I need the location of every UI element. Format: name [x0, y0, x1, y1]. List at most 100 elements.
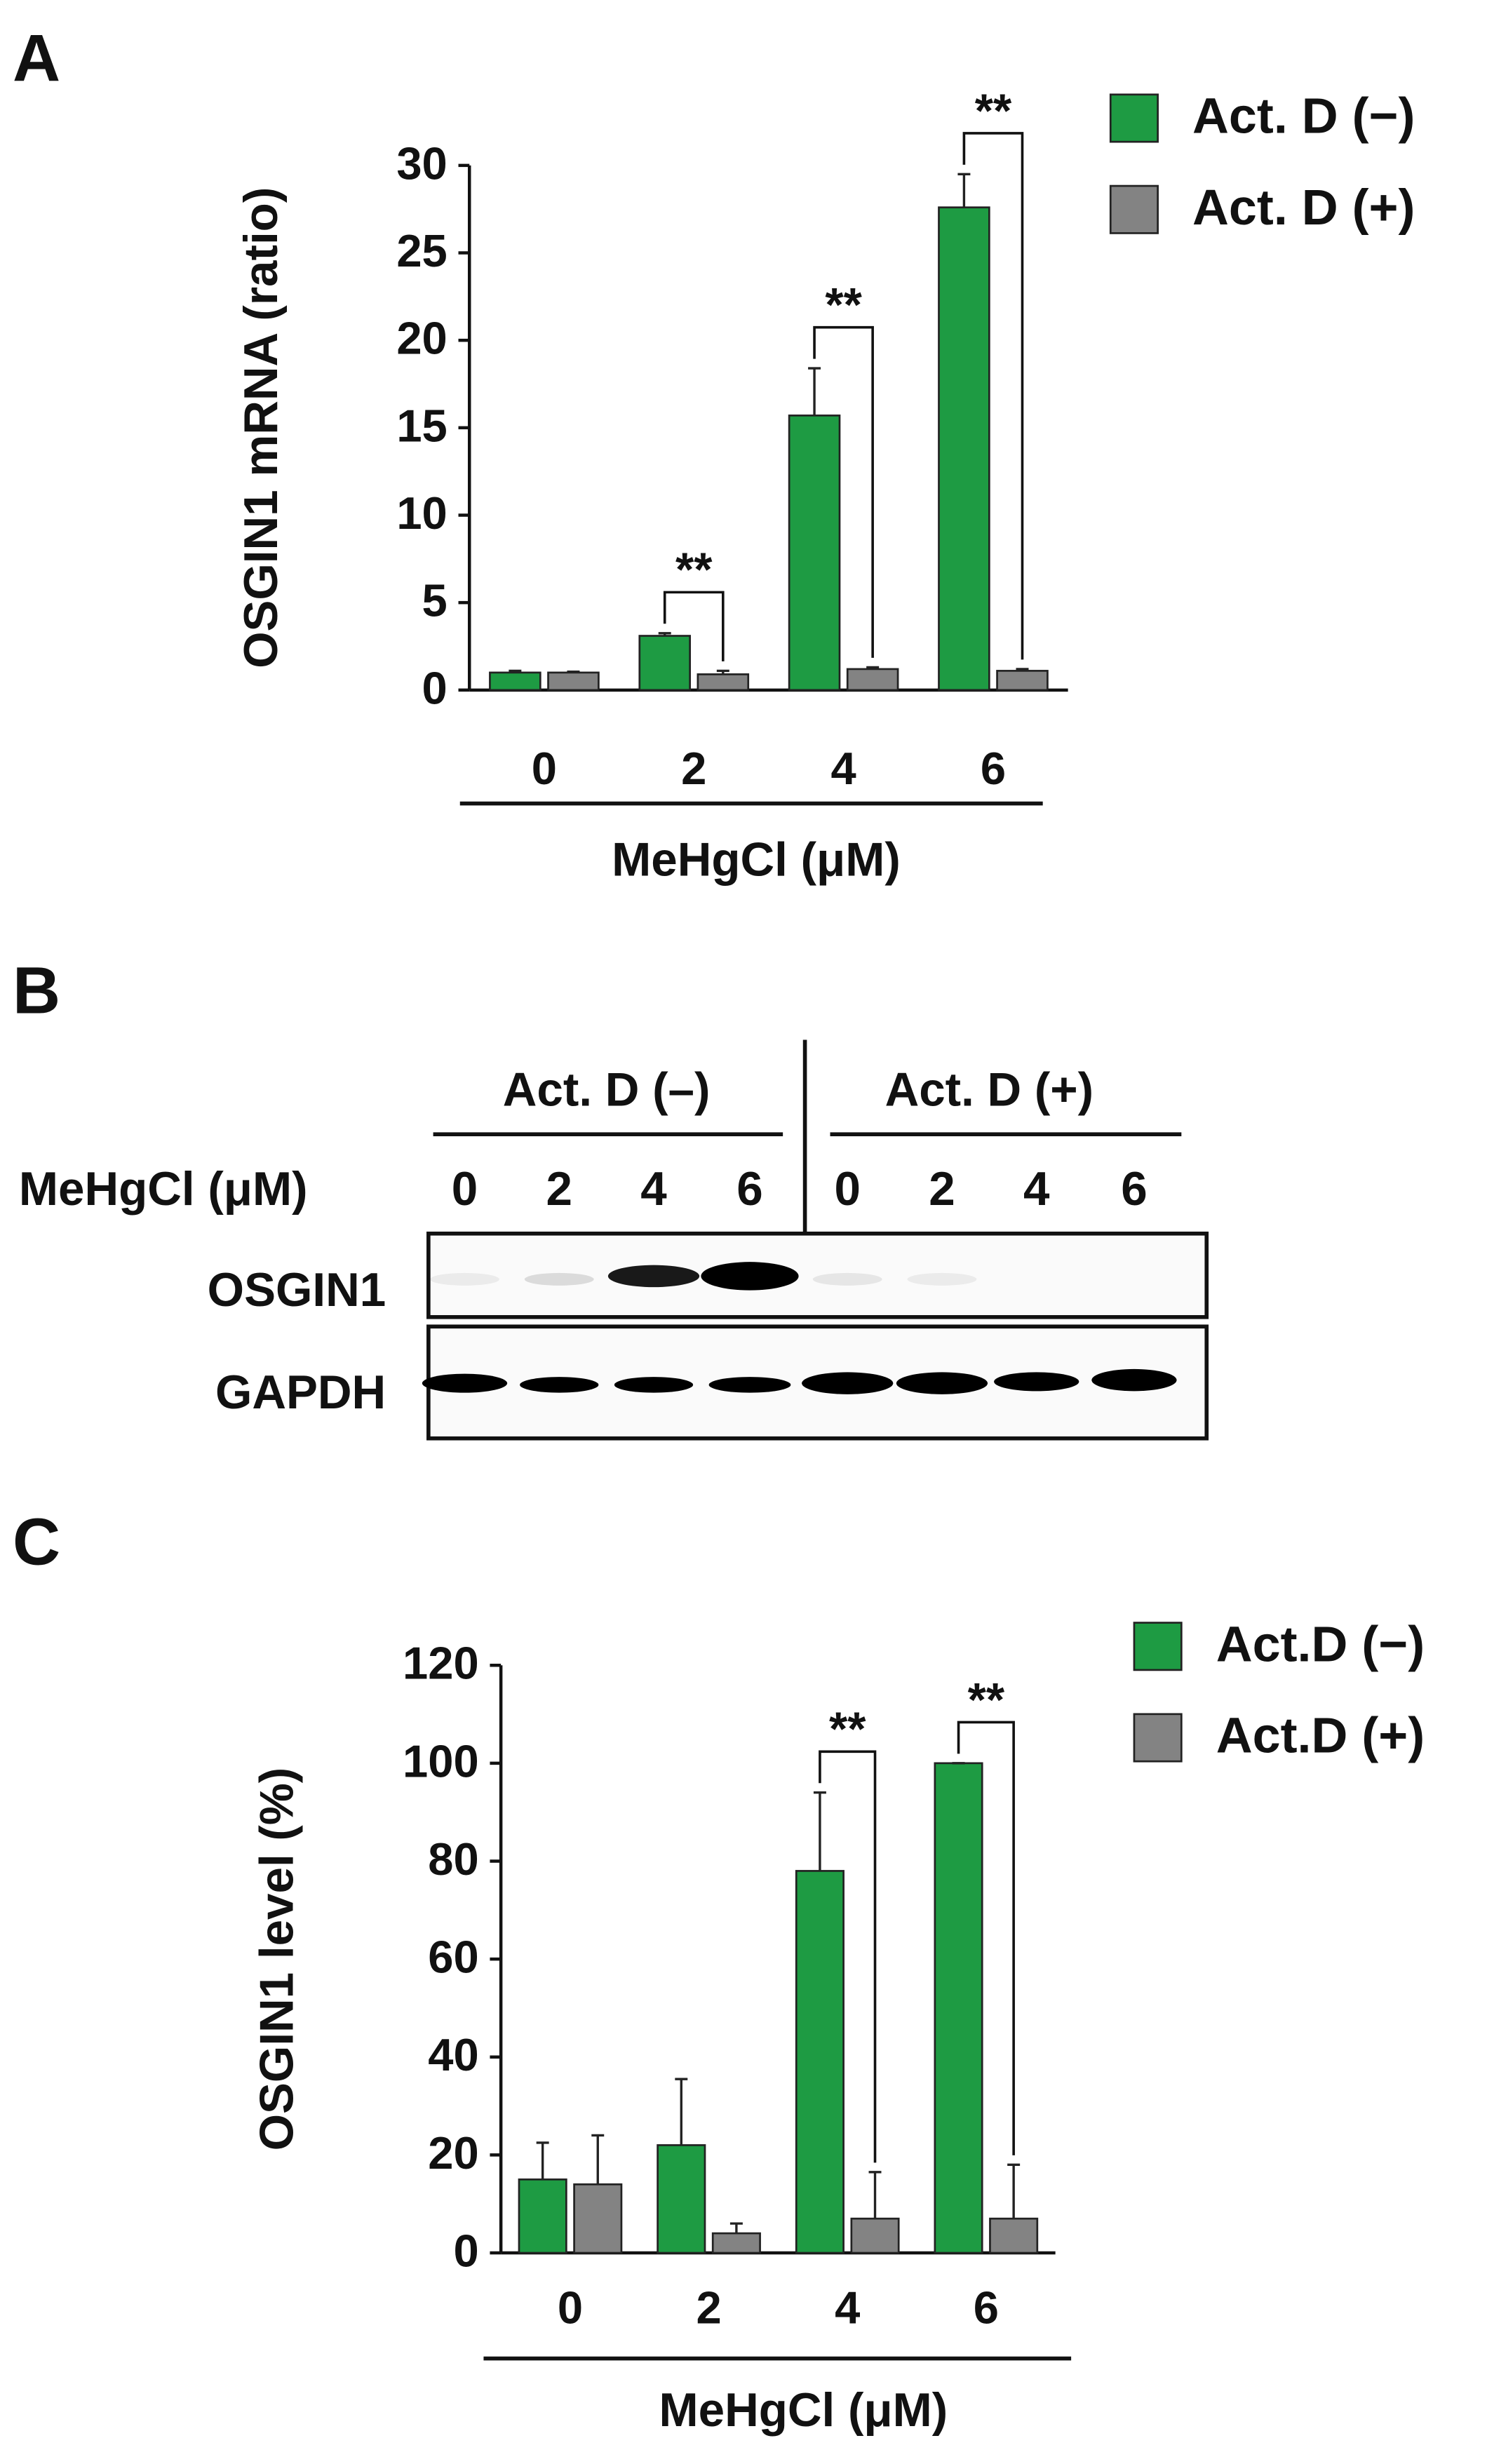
band — [520, 1377, 599, 1393]
bar — [711, 2232, 761, 2254]
blot-panel: B Act. D (–) Act. D (+) MeHgCl (μM) 0 2 … — [13, 953, 1209, 1441]
significance-label: ** — [968, 1674, 1005, 1726]
error-bar — [1007, 2163, 1021, 2219]
band — [607, 1265, 700, 1288]
bar-chart: A 0 5 10 15 20 25 30 OSGIN1 mRNA (ratio) 0 2 ** 4 ** 6… — [13, 21, 1415, 887]
band — [896, 1372, 988, 1394]
legend-label: Act.D (−) — [1216, 1616, 1425, 1672]
y-tick-label: 20 — [428, 2127, 478, 2179]
significance-bracket — [813, 325, 874, 658]
x-tick-label: 4 — [830, 743, 856, 794]
band — [802, 1372, 894, 1394]
y-tick-label: 80 — [428, 1833, 478, 1885]
y-tick-label: 15 — [396, 400, 447, 451]
error-bar — [675, 2078, 688, 2146]
y-tick-label: 60 — [428, 1932, 478, 1983]
legend-swatch — [1133, 1622, 1183, 1671]
error-bar — [957, 173, 971, 208]
osgin1-bands — [430, 1262, 977, 1291]
y-tick-label: 30 — [396, 137, 447, 189]
legend-swatch — [1109, 93, 1159, 143]
y-tick-label: 5 — [422, 575, 448, 626]
bar — [934, 1762, 983, 2254]
error-bar — [567, 670, 580, 673]
bar-chart: C 0 20 40 60 80 100 120 OSGIN1 level (%) 0 2 4 ** 6 **… — [13, 1505, 1425, 2437]
bar — [989, 2217, 1039, 2254]
significance-bracket — [663, 591, 725, 661]
bar — [850, 2217, 900, 2254]
x-tick-label: 2 — [696, 2282, 721, 2333]
legend-label: Act. D (−) — [1192, 88, 1415, 144]
group-label: Act. D (–) — [503, 1064, 711, 1117]
error-bar — [716, 669, 729, 675]
significance-label: ** — [675, 544, 713, 596]
row-label: MeHgCl (μM) — [19, 1163, 308, 1216]
bar — [547, 671, 600, 692]
significance-bracket — [962, 132, 1024, 660]
band — [524, 1272, 594, 1286]
blot-box — [426, 1231, 1209, 1319]
bar — [573, 2183, 623, 2254]
bar — [697, 673, 750, 692]
lane-label: 4 — [640, 1163, 667, 1216]
panel-label: B — [13, 953, 60, 1027]
lane-label: 6 — [1121, 1163, 1147, 1216]
y-tick-label: 10 — [396, 487, 447, 539]
x-tick-label: 2 — [681, 743, 706, 794]
band — [422, 1373, 508, 1393]
bar — [518, 2178, 567, 2254]
y-tick-label: 100 — [403, 1735, 479, 1786]
lane-label: 6 — [736, 1163, 762, 1216]
error-bar — [868, 2171, 882, 2219]
x-tick-label: 4 — [835, 2282, 860, 2333]
lane-label: 0 — [452, 1163, 478, 1216]
band-label: OSGIN1 — [208, 1264, 386, 1317]
bar — [795, 1870, 845, 2254]
legend-label: Act. D (+) — [1192, 180, 1415, 236]
lane-label: 4 — [1023, 1163, 1050, 1216]
bar — [638, 635, 691, 692]
panel-label: C — [13, 1505, 60, 1579]
error-bar — [509, 669, 522, 673]
x-tick-label: 0 — [558, 2282, 583, 2333]
bar — [938, 206, 990, 692]
band — [614, 1377, 694, 1393]
significance-label: ** — [975, 85, 1012, 137]
legend-swatch — [1133, 1713, 1183, 1763]
band — [1091, 1368, 1177, 1392]
band — [430, 1272, 499, 1286]
band — [812, 1272, 882, 1286]
lane-label: 2 — [546, 1163, 572, 1216]
bar — [489, 671, 541, 692]
bar — [657, 2144, 706, 2254]
x-tick-label: 6 — [981, 743, 1006, 794]
x-axis-label: MeHgCl (μM) — [659, 2384, 948, 2437]
gapdh-bands — [422, 1368, 1177, 1394]
legend-label: Act.D (+) — [1216, 1708, 1425, 1764]
bar — [846, 668, 899, 692]
error-bar — [813, 1791, 826, 1871]
y-axis-label: OSGIN1 level (%) — [251, 1768, 304, 2151]
error-bar — [591, 2134, 605, 2185]
band — [994, 1372, 1079, 1392]
x-tick-label: 0 — [532, 743, 557, 794]
significance-bracket — [819, 1750, 877, 2163]
error-bar — [536, 2141, 549, 2180]
band — [708, 1377, 791, 1393]
y-tick-label: 0 — [453, 2225, 478, 2276]
band-label: GAPDH — [215, 1366, 386, 1419]
error-bar — [729, 2222, 743, 2234]
band — [701, 1262, 799, 1291]
y-tick-label: 25 — [396, 225, 447, 276]
error-bar — [1016, 668, 1029, 671]
y-tick-label: 40 — [428, 2029, 478, 2080]
panel-label: A — [13, 21, 60, 95]
error-bar — [808, 367, 821, 416]
y-axis-label: OSGIN1 mRNA (ratio) — [235, 187, 288, 668]
lane-label: 2 — [929, 1163, 955, 1216]
lane-label: 0 — [834, 1163, 860, 1216]
significance-label: ** — [829, 1703, 866, 1756]
significance-label: ** — [825, 279, 862, 332]
y-tick-label: 0 — [422, 662, 448, 713]
